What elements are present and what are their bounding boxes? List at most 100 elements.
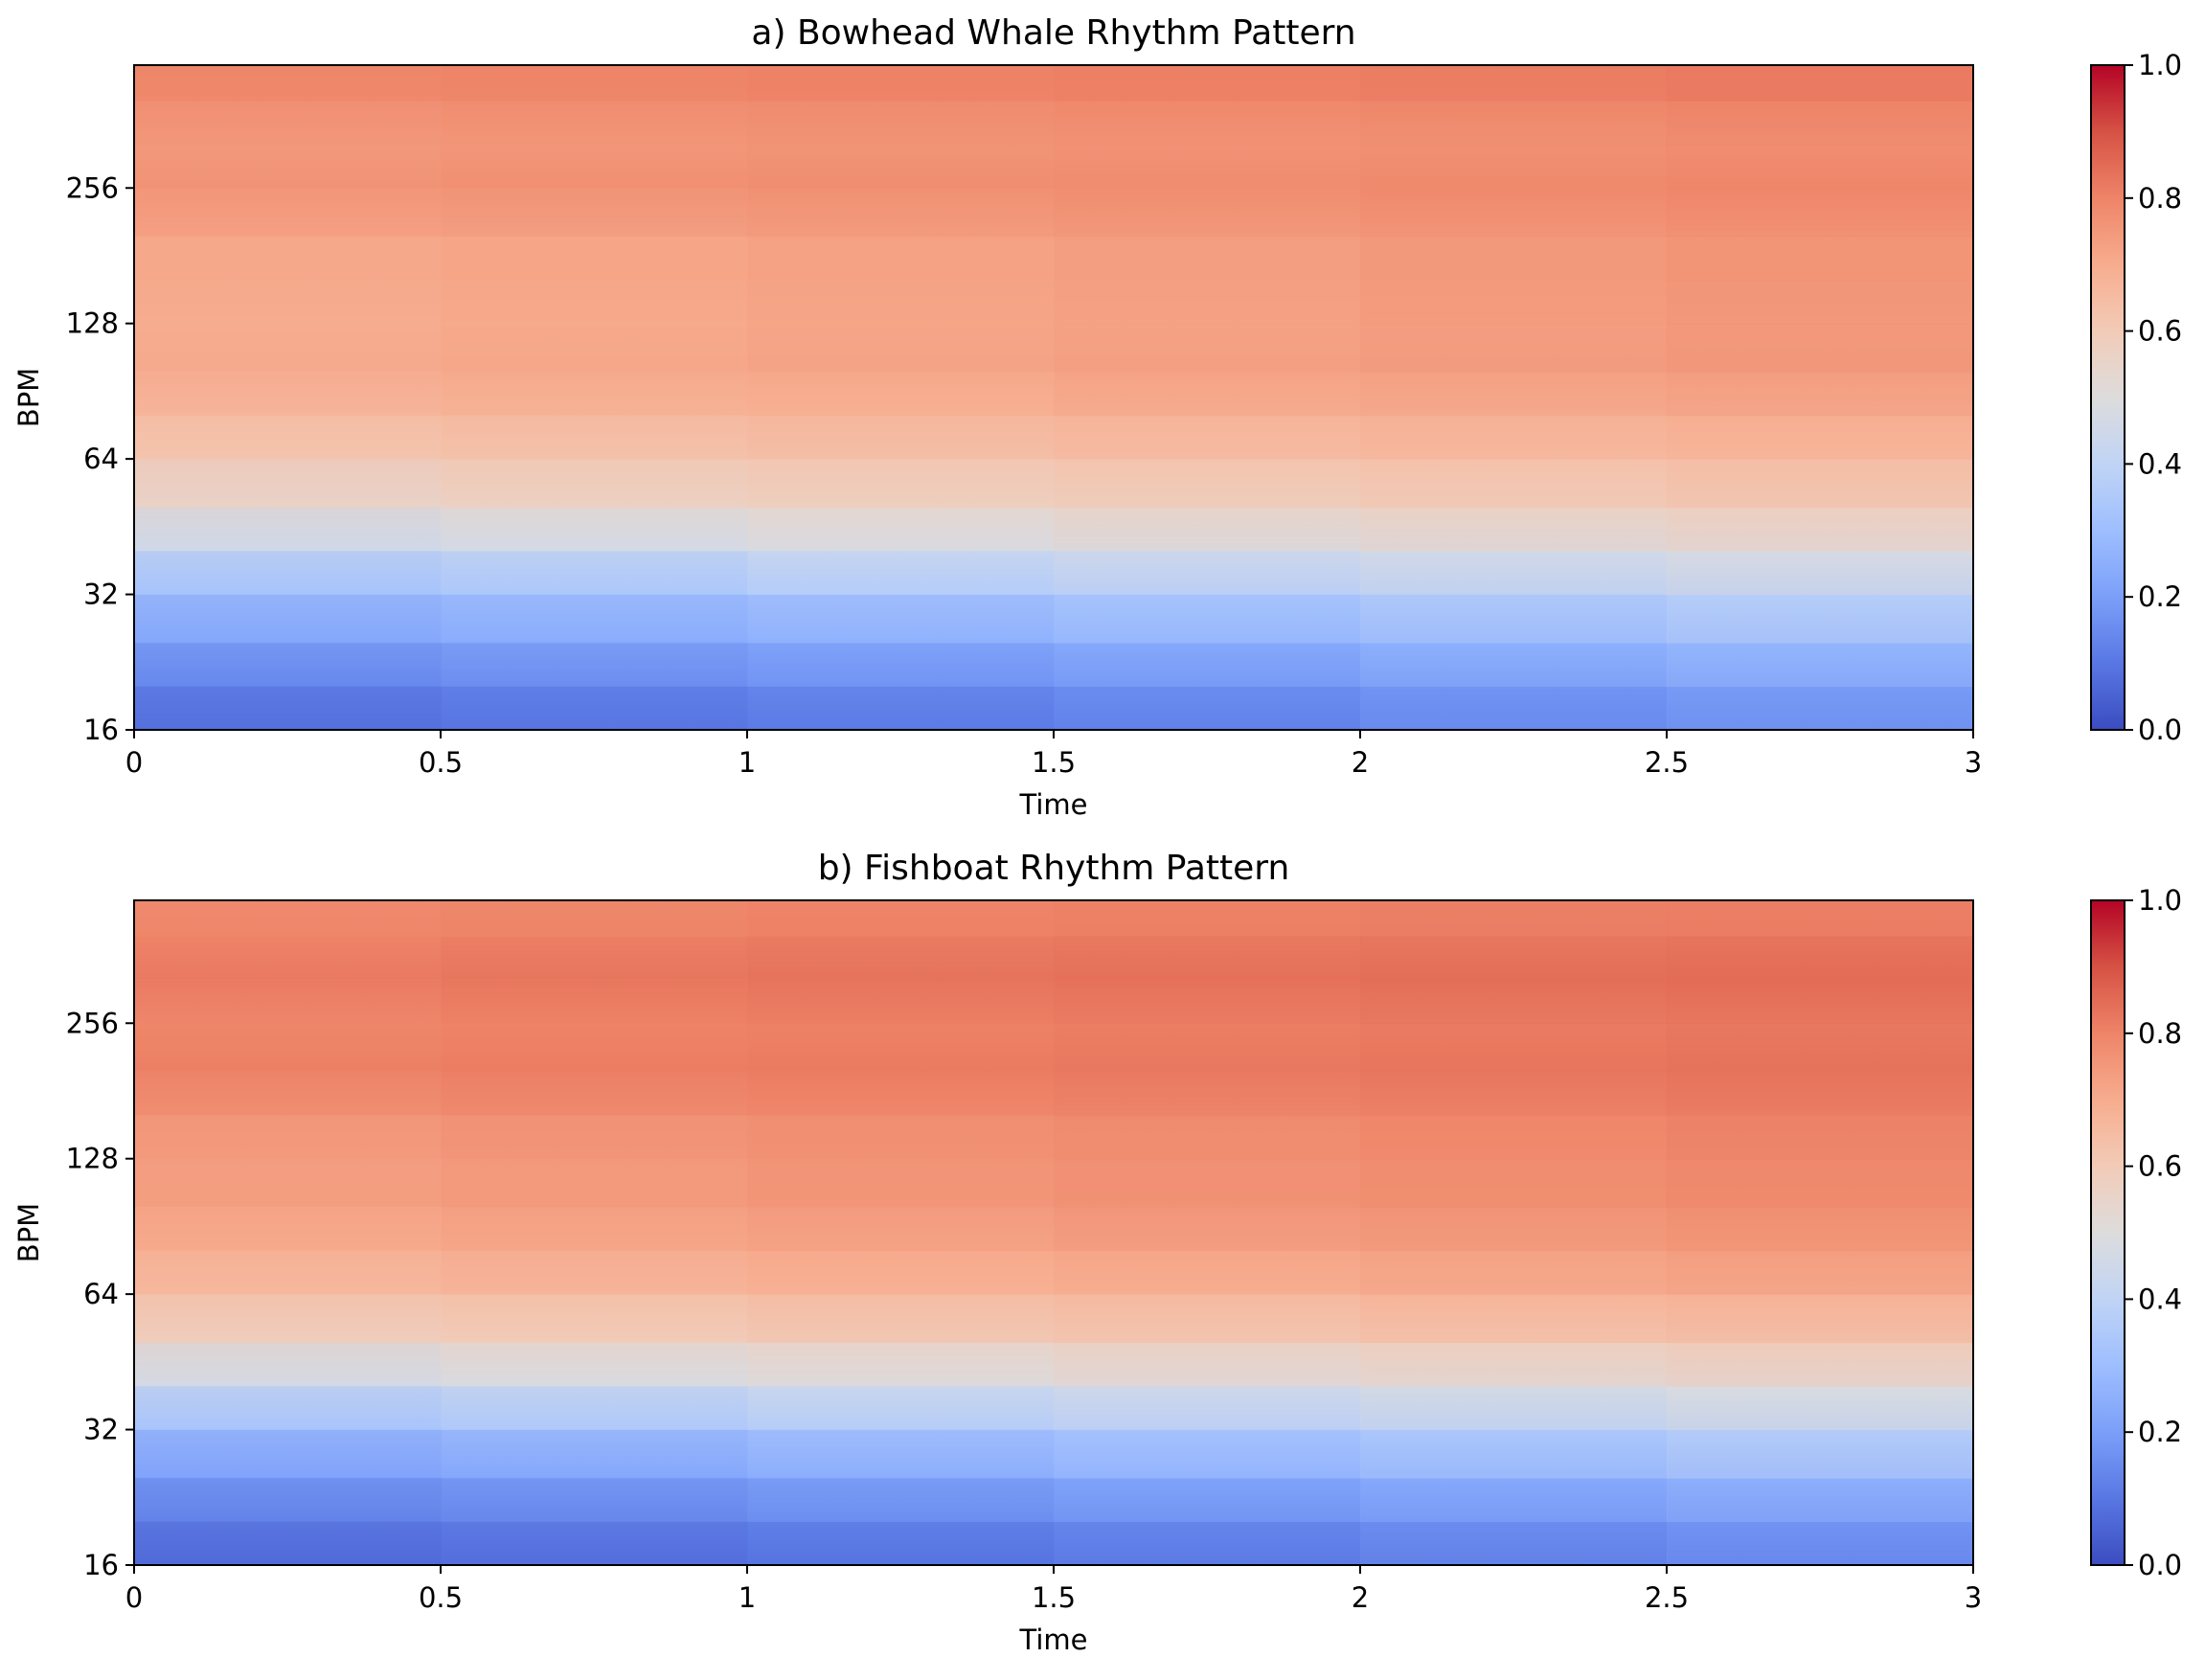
heatmap-cell — [441, 1521, 748, 1566]
heatmap-cell — [1667, 1386, 1974, 1431]
heatmap-cell — [747, 280, 1055, 325]
heatmap-cell — [747, 1207, 1055, 1252]
colorbar-tick-label: 0.4 — [2138, 1283, 2182, 1315]
heatmap-cell — [1054, 1342, 1361, 1387]
heatmap-cell — [134, 594, 442, 644]
colorbar-tick-label: 0.0 — [2138, 714, 2182, 746]
heatmap-cell — [1054, 1294, 1361, 1344]
heatmap-cell — [1667, 1207, 1974, 1252]
x-tick-label: 2.5 — [1645, 1581, 1689, 1614]
panel-a-title: a) Bowhead Whale Rhythm Pattern — [751, 13, 1355, 53]
heatmap-cell — [1054, 1071, 1361, 1116]
panel-b: b) Fishboat Rhythm Pattern 0 0.5 1 1.5 2 2.5 3… — [12, 849, 2182, 1656]
heatmap-cell — [134, 1429, 442, 1479]
heatmap-cell — [1667, 900, 1974, 937]
heatmap-cell — [747, 642, 1055, 687]
heatmap-cell — [441, 65, 748, 102]
heatmap-cell — [1360, 900, 1668, 937]
heatmap-cell — [1054, 323, 1361, 373]
heatmap-cell — [747, 507, 1055, 552]
heatmap-cell — [134, 1521, 442, 1566]
heatmap-cell — [441, 686, 748, 731]
heatmap-cell — [441, 1158, 748, 1208]
heatmap-cell — [134, 280, 442, 325]
heatmap-cell — [441, 1250, 748, 1295]
x-tick-label: 0.5 — [419, 746, 463, 779]
panel-b-title: b) Fishboat Rhythm Pattern — [818, 849, 1290, 888]
heatmap-cell — [1054, 1023, 1361, 1073]
heatmap-cell — [747, 101, 1055, 146]
panel-b-colorbar-frame — [2090, 899, 2125, 1566]
heatmap-cell — [441, 936, 748, 981]
heatmap-cell — [747, 144, 1055, 189]
heatmap-cell — [441, 642, 748, 687]
heatmap-cell — [1360, 686, 1668, 731]
heatmap-cell — [1667, 979, 1974, 1024]
heatmap-cell — [1667, 459, 1974, 509]
heatmap-cell — [1054, 1250, 1361, 1295]
y-tick-label: 256 — [66, 171, 119, 204]
heatmap-cell — [134, 979, 442, 1024]
heatmap-cell — [1667, 1342, 1974, 1387]
heatmap-cell — [1360, 507, 1668, 552]
heatmap-cell — [1667, 551, 1974, 596]
panel-b-ylabel: BPM — [12, 1203, 45, 1262]
heatmap-cell — [134, 236, 442, 281]
heatmap-cell — [134, 101, 442, 146]
heatmap-cell — [1667, 1071, 1974, 1116]
colorbar-tick-label: 0.4 — [2138, 447, 2182, 480]
heatmap-cell — [747, 415, 1055, 460]
x-tick-label: 1 — [739, 1581, 756, 1614]
heatmap-cell — [1667, 280, 1974, 325]
heatmap-cell — [134, 1071, 442, 1116]
heatmap-cell — [747, 1477, 1055, 1522]
heatmap-cell — [1667, 65, 1974, 102]
heatmap-cell — [134, 1158, 442, 1208]
heatmap-cell — [134, 1342, 442, 1387]
heatmap-cell — [441, 280, 748, 325]
heatmap-cell — [1667, 1477, 1974, 1522]
heatmap-cell — [1054, 1207, 1361, 1252]
heatmap-cell — [747, 236, 1055, 281]
heatmap-cell — [134, 459, 442, 509]
heatmap-cell — [1667, 144, 1974, 189]
x-tick-label: 0 — [125, 1581, 143, 1614]
heatmap-cells-b — [134, 900, 1974, 1566]
heatmap-cell — [441, 459, 748, 509]
panel-a-x-axis: 0 0.5 1 1.5 2 2.5 3 — [125, 730, 1982, 779]
heatmap-cell — [747, 686, 1055, 731]
panel-b-x-axis: 0 0.5 1 1.5 2 2.5 3 — [125, 1565, 1982, 1614]
heatmap-cell — [1360, 323, 1668, 373]
heatmap-cell — [747, 936, 1055, 981]
heatmap-cell — [747, 65, 1055, 102]
heatmap-cell — [1667, 101, 1974, 146]
heatmap-cell — [1360, 551, 1668, 596]
heatmap-cell — [441, 323, 748, 373]
panel-a-ylabel: BPM — [12, 368, 45, 427]
colorbar-tick-label: 0.6 — [2138, 1150, 2182, 1183]
heatmap-cell — [1667, 642, 1974, 687]
heatmap-cell — [134, 1023, 442, 1073]
heatmap-cell — [1054, 936, 1361, 981]
colorbar-tick-label: 0.8 — [2138, 1017, 2182, 1050]
heatmap-cell — [1667, 936, 1974, 981]
heatmap-cell — [747, 1250, 1055, 1295]
heatmap-cell — [1054, 101, 1361, 146]
heatmap-cell — [1360, 236, 1668, 281]
heatmap-cell — [1054, 280, 1361, 325]
x-tick-label: 2.5 — [1645, 746, 1689, 779]
panel-a-y-axis: 16 32 64 128 256 — [66, 171, 134, 746]
heatmap-cell — [441, 1071, 748, 1116]
y-tick-label: 16 — [83, 1549, 119, 1581]
heatmap-cell — [441, 1207, 748, 1252]
heatmap-cell — [134, 144, 442, 189]
colorbar-tick-label: 0.8 — [2138, 182, 2182, 215]
heatmap-cell — [1667, 594, 1974, 644]
heatmap-cell — [1360, 594, 1668, 644]
heatmap-cell — [441, 1023, 748, 1073]
heatmap-cell — [134, 1386, 442, 1431]
heatmap-cell — [1360, 188, 1668, 238]
y-tick-label: 16 — [83, 714, 119, 746]
heatmap-cell — [134, 1477, 442, 1522]
heatmap-cell — [1054, 1429, 1361, 1479]
